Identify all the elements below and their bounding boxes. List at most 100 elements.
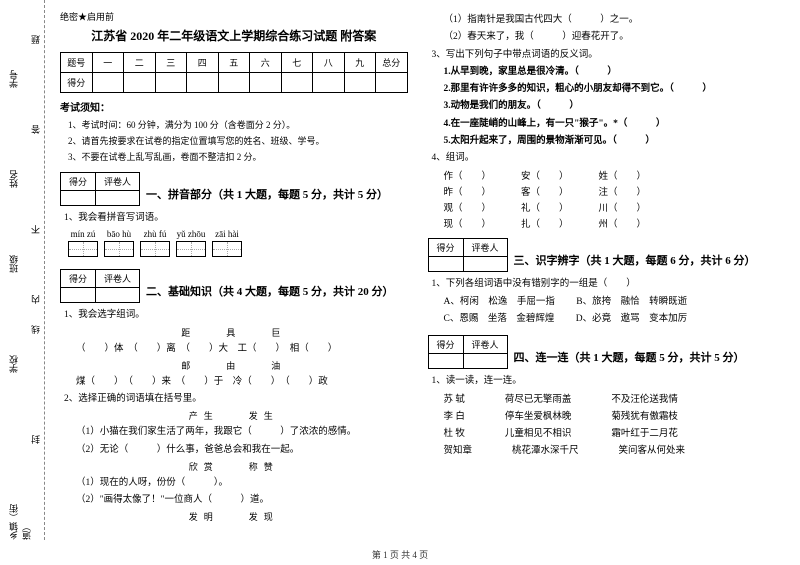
question-text: 3、写出下列句子中带点词语的反义词。 <box>432 48 776 62</box>
binding-mark: 答 <box>29 125 42 134</box>
fill-line: （ ）体 （ ）离 （ ）大 工（ ） 相（ ） <box>76 342 408 356</box>
sentence-line: （1）现在的人呀，份份（ ）。 <box>76 476 408 490</box>
section-4-title: 四、连一连（共 1 大题，每题 5 分，共计 5 分） <box>514 349 745 365</box>
tianzi-grid <box>176 241 206 257</box>
marker-cell: 评卷人 <box>463 336 507 354</box>
word-options: 发明 发现 <box>60 510 408 523</box>
score-header: 四 <box>187 53 219 73</box>
tianzi-row <box>68 241 408 257</box>
group-cell: 注（ ） <box>599 184 647 198</box>
marker-table: 得分评卷人 <box>428 238 508 272</box>
binding-margin: 乡镇（街道） 学校 班级 姓名 学号 封 线 内 不 答 题 <box>5 0 45 540</box>
score-header: 九 <box>344 53 376 73</box>
match-mid: 停车坐爱枫林晚 <box>505 408 572 422</box>
question-text: 2、选择正确的词语填在括号里。 <box>64 392 408 406</box>
score-header: 六 <box>250 53 282 73</box>
binding-mark: 线 <box>29 325 42 334</box>
notice-title: 考试须知： <box>60 99 408 114</box>
section-3-title: 三、识字辨字（共 1 大题，每题 6 分，共计 6 分） <box>514 252 756 268</box>
antonym-line: 1.从早到晚，家里总是很冷清。（ ） <box>444 65 776 79</box>
question-text: 4、组词。 <box>432 151 776 165</box>
tianzi-grid <box>104 241 134 257</box>
match-mid: 荷尽已无擎雨盖 <box>505 391 572 405</box>
binding-mark: 内 <box>29 295 42 304</box>
section-2-title: 二、基础知识（共 4 大题，每题 5 分，共计 20 分） <box>146 283 394 299</box>
match-right: 笑问客从何处来 <box>619 442 686 456</box>
score-header: 五 <box>218 53 250 73</box>
right-column: （1）指南针是我国古代四大（ ）之一。 （2）春天来了，我（ ）迎春花开了。 3… <box>418 10 786 540</box>
match-mid: 儿童相见不相识 <box>505 425 572 439</box>
score-value-row: 得分 <box>61 73 408 93</box>
question-text: 1、我会选字组词。 <box>64 308 408 322</box>
option-d: D、必竟 遨骂 变本加厉 <box>576 314 687 324</box>
option-line: A、柯闲 松逸 手屈一指 B、旅挎 融恰 转瞬既逝 <box>444 295 776 309</box>
marker-cell: 得分 <box>61 173 96 191</box>
group-cell: 客（ ） <box>521 184 569 198</box>
group-cell: 扎（ ） <box>521 216 569 230</box>
pinyin-row: mín zú bāo hù zhù fú yǔ zhōu zāi hài <box>68 229 408 239</box>
marker-cell: 评卷人 <box>96 173 140 191</box>
marker-table: 得分评卷人 <box>60 269 140 303</box>
word-options: 欣赏 称赞 <box>60 460 408 473</box>
group-cell: 礼（ ） <box>521 200 569 214</box>
group-row: 现（ ） 扎（ ） 州（ ） <box>444 216 776 230</box>
score-header: 二 <box>124 53 156 73</box>
notice-item: 3、不要在试卷上乱写乱画，卷面不整洁扣 2 分。 <box>68 150 408 163</box>
question-text: 1、我会看拼音写词语。 <box>64 211 408 225</box>
question-text: 1、读一读，连一连。 <box>432 374 776 388</box>
match-row: 苏 轼 荷尽已无擎雨盖 不及汪伦送我情 <box>444 391 776 405</box>
match-row: 李 白 停车坐爱枫林晚 菊残犹有傲霜枝 <box>444 408 776 422</box>
score-header: 一 <box>92 53 124 73</box>
pinyin-cell: bāo hù <box>104 229 134 239</box>
binding-label: 班级 <box>7 255 20 273</box>
score-header: 题号 <box>61 53 93 73</box>
score-row-label: 得分 <box>61 73 93 93</box>
sentence-line: （1）小猫在我们家生活了两年，我跟它（ ）了浓浓的感情。 <box>76 425 408 439</box>
marker-table: 得分评卷人 <box>428 335 508 369</box>
score-header: 总分 <box>376 53 408 73</box>
group-cell: 作（ ） <box>444 168 492 182</box>
match-right: 菊残犹有傲霜枝 <box>611 408 678 422</box>
score-header: 八 <box>313 53 345 73</box>
group-row: 观（ ） 礼（ ） 川（ ） <box>444 200 776 214</box>
option-c: C、恩赐 坐落 金碧辉煌 <box>444 314 555 324</box>
marker-table: 得分评卷人 <box>60 172 140 206</box>
binding-mark: 题 <box>29 35 42 44</box>
tianzi-grid <box>68 241 98 257</box>
page-content: 绝密★启用前 江苏省 2020 年二年级语文上学期综合练习试题 附答案 题号 一… <box>0 0 800 540</box>
option-line: C、恩赐 坐落 金碧辉煌 D、必竟 遨骂 变本加厉 <box>444 312 776 326</box>
group-row: 作（ ） 安（ ） 姓（ ） <box>444 168 776 182</box>
antonym-line: 2.那里有许许多多的知识，粗心的小朋友却得不到它。（ ） <box>444 82 776 96</box>
fill-line: 煤（ ） （ ）来 （ ）于 冷（ ） （ ）政 <box>76 375 408 389</box>
group-cell: 州（ ） <box>599 216 647 230</box>
word-options: 产生 发生 <box>60 409 408 422</box>
binding-label: 学号 <box>7 70 20 88</box>
antonym-line: 5.太阳升起来了，周围的景物渐渐可见。（ ） <box>444 134 776 148</box>
pinyin-cell: yǔ zhōu <box>176 229 206 239</box>
secret-label: 绝密★启用前 <box>60 10 408 23</box>
marker-cell: 评卷人 <box>463 239 507 257</box>
pinyin-cell: zhù fú <box>140 229 170 239</box>
sentence-line: （1）指南针是我国古代四大（ ）之一。 <box>444 13 776 27</box>
match-row: 杜 牧 儿童相见不相识 霜叶红于二月花 <box>444 425 776 439</box>
marker-cell: 得分 <box>428 336 463 354</box>
score-header: 七 <box>281 53 313 73</box>
marker-cell: 得分 <box>428 239 463 257</box>
left-column: 绝密★启用前 江苏省 2020 年二年级语文上学期综合练习试题 附答案 题号 一… <box>50 10 418 540</box>
group-cell: 川（ ） <box>599 200 647 214</box>
match-right: 霜叶红于二月花 <box>611 425 678 439</box>
sentence-line: （2）春天来了，我（ ）迎春花开了。 <box>444 30 776 44</box>
marker-cell: 得分 <box>61 270 96 288</box>
page-footer: 第 1 页 共 4 页 <box>0 548 800 561</box>
word-options: 邮 由 油 <box>60 359 408 372</box>
match-row: 贺知章 桃花潭水深千尺 笑问客从何处来 <box>444 442 776 456</box>
match-mid: 桃花潭水深千尺 <box>512 442 579 456</box>
score-header: 三 <box>155 53 187 73</box>
group-cell: 姓（ ） <box>599 168 647 182</box>
section-1-title: 一、拼音部分（共 1 大题，每题 5 分，共计 5 分） <box>146 186 388 202</box>
word-options: 距 具 巨 <box>60 326 408 339</box>
score-table: 题号 一 二 三 四 五 六 七 八 九 总分 得分 <box>60 52 408 93</box>
match-left: 李 白 <box>444 408 465 422</box>
pinyin-cell: zāi hài <box>212 229 242 239</box>
antonym-line: 3.动物是我们的朋友。（ ） <box>444 99 776 113</box>
